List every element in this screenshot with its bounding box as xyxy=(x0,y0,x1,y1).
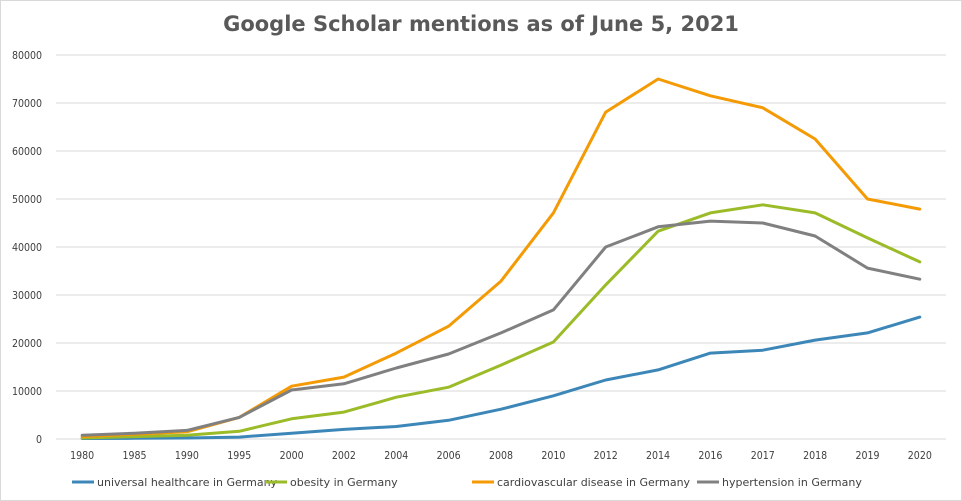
x-tick-label: 2018 xyxy=(803,450,827,462)
x-tick-label: 2010 xyxy=(541,450,565,462)
y-tick-label: 30000 xyxy=(12,290,42,302)
x-tick-label: 2014 xyxy=(646,450,670,462)
chart-title: Google Scholar mentions as of June 5, 20… xyxy=(223,12,739,36)
legend-label: obesity in Germany xyxy=(290,476,398,489)
x-tick-label: 2019 xyxy=(855,450,879,462)
x-tick-label: 2008 xyxy=(489,450,513,462)
x-tick-label: 1985 xyxy=(123,450,147,462)
legend-label: universal healthcare in Germany xyxy=(97,476,278,489)
y-tick-label: 0 xyxy=(36,434,42,446)
y-tick-label: 70000 xyxy=(12,98,42,110)
series-line-0 xyxy=(80,315,922,440)
x-tick-label: 2020 xyxy=(908,450,932,462)
y-tick-label: 40000 xyxy=(12,242,42,254)
legend-label: cardiovascular disease in Germany xyxy=(497,476,691,489)
x-tick-label: 2012 xyxy=(594,450,618,462)
x-tick-label: 2002 xyxy=(332,450,356,462)
x-tick-label: 2016 xyxy=(698,450,722,462)
x-tick-label: 2006 xyxy=(437,450,461,462)
y-tick-label: 20000 xyxy=(12,338,42,350)
series-line-1 xyxy=(80,203,922,440)
y-tick-label: 50000 xyxy=(12,194,42,206)
y-tick-label: 60000 xyxy=(12,146,42,158)
x-tick-label: 1980 xyxy=(70,450,94,462)
legend-label: hypertension in Germany xyxy=(722,476,862,489)
series-line-2 xyxy=(80,77,922,439)
series-line-3 xyxy=(80,219,922,437)
x-tick-label: 2000 xyxy=(280,450,304,462)
x-tick-label: 1990 xyxy=(175,450,199,462)
y-tick-label: 80000 xyxy=(12,50,42,62)
x-tick-label: 2004 xyxy=(384,450,408,462)
y-tick-label: 10000 xyxy=(12,386,42,398)
x-tick-label: 2017 xyxy=(751,450,775,462)
x-tick-label: 1995 xyxy=(227,450,251,462)
